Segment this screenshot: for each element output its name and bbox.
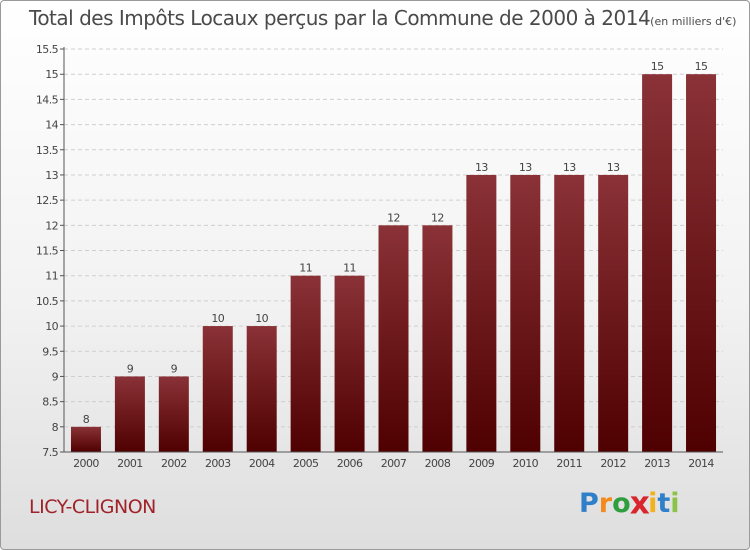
y-tick-label: 9.5 (42, 345, 58, 358)
y-tick-label: 13 (45, 169, 58, 182)
y-tick-label: 15.5 (36, 43, 59, 56)
y-tick-label: 7.5 (42, 446, 58, 459)
data-label: 10 (255, 312, 268, 325)
data-label: 8 (83, 413, 90, 426)
logo-letter: P (579, 488, 599, 519)
chart-title: Total des Impôts Locaux perçus par la Co… (29, 6, 736, 30)
data-label: 12 (387, 211, 400, 224)
logo-letter: x (629, 485, 650, 522)
x-tick-label: 2007 (381, 457, 407, 470)
x-tick-label: 2006 (337, 457, 363, 470)
chart-title-text: Total des Impôts Locaux perçus par la Co… (29, 6, 651, 30)
commune-name: LICY-CLIGNON (29, 496, 156, 518)
data-label: 15 (695, 60, 708, 73)
logo-letter: r (598, 488, 613, 519)
bar-2002 (158, 376, 189, 452)
x-tick-label: 2009 (469, 457, 495, 470)
data-label: 13 (607, 161, 620, 174)
y-tick-label: 8.5 (42, 396, 58, 409)
bar-2004 (246, 326, 277, 452)
data-label: 13 (519, 161, 532, 174)
data-label: 13 (563, 161, 576, 174)
chart-unit: (en milliers d'€) (650, 15, 737, 28)
logo-letter: i (670, 488, 680, 519)
data-label: 10 (211, 312, 224, 325)
bar-2003 (202, 326, 233, 452)
data-label: 15 (651, 60, 664, 73)
x-tick-labels: 2000 2001 2002 2003 2004 2005 2006 2007 2008 2009… (73, 457, 715, 470)
logo-letter: t (657, 488, 671, 519)
data-label: 11 (343, 262, 356, 275)
bar-2001 (114, 376, 145, 452)
logo-letter: o (612, 488, 631, 519)
bars (70, 74, 717, 452)
bar-2000 (70, 426, 101, 452)
y-tick-label: 15 (45, 68, 58, 81)
axes (63, 47, 723, 453)
bar-2013 (642, 74, 673, 452)
y-tick-label: 10 (45, 320, 58, 333)
x-tick-label: 2003 (205, 457, 231, 470)
bar-2008 (422, 225, 453, 452)
x-tick-label: 2014 (688, 457, 714, 470)
bar-2005 (290, 275, 321, 452)
bar-2010 (510, 174, 541, 452)
bar-2009 (466, 174, 497, 452)
data-labels: 8 9 9 10 10 11 11 12 12 13 13 13 13 15 15 (83, 60, 709, 426)
data-label: 12 (431, 211, 444, 224)
y-tick-labels: 7.5 8 8.5 9 9.5 10 10.5 11 11.5 12 12.5 13 13.5 14 14.… (36, 43, 59, 459)
x-tick-label: 2001 (117, 457, 143, 470)
bar-2014 (686, 74, 717, 452)
y-tick-label: 9 (52, 370, 59, 383)
bar-2006 (334, 275, 365, 452)
x-tick-label: 2005 (293, 457, 319, 470)
y-tick-label: 10.5 (36, 295, 59, 308)
y-tick-label: 12 (45, 219, 58, 232)
y-tick-label: 13.5 (36, 144, 59, 157)
data-label: 11 (299, 262, 312, 275)
bar-2007 (378, 225, 409, 452)
x-tick-label: 2002 (161, 457, 187, 470)
y-tick-label: 14.5 (36, 93, 59, 106)
bar-2011 (554, 174, 585, 452)
y-tick-label: 12.5 (36, 194, 59, 207)
x-tick-label: 2011 (556, 457, 582, 470)
x-tick-label: 2012 (600, 457, 626, 470)
x-tick-label: 2010 (512, 457, 538, 470)
y-tick-label: 14 (45, 119, 58, 132)
bar-2012 (598, 174, 629, 452)
y-tick-label: 8 (52, 421, 59, 434)
data-label: 9 (171, 362, 178, 375)
logo-letter: i (648, 488, 658, 519)
x-tick-label: 2004 (249, 457, 275, 470)
proxiti-logo: Proxiti (579, 485, 680, 522)
y-tick-label: 11 (45, 270, 58, 283)
data-label: 13 (475, 161, 488, 174)
x-tick-label: 2013 (644, 457, 670, 470)
x-tick-label: 2008 (425, 457, 451, 470)
x-tick-label: 2000 (73, 457, 99, 470)
data-label: 9 (127, 362, 134, 375)
y-tick-label: 11.5 (36, 245, 59, 258)
